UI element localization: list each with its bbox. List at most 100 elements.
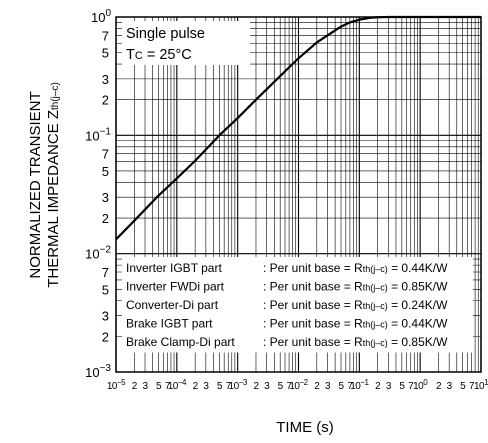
legend-unit-base-value: = 0.44K/W [388, 317, 448, 331]
legend-part-label: Inverter FWDi part [126, 280, 225, 294]
annotation-text-group: Single pulse TC = 25°C [126, 26, 205, 63]
legend-unit-base: : Per unit base = Rth(j–c) = 0.44K/W [263, 317, 448, 331]
legend-unit-base: : Per unit base = Rth(j–c) = 0.24K/W [263, 298, 448, 312]
y-tick-base: 10 [85, 365, 99, 380]
y-axis-label-line1: NORMALIZED TRANSIENT [27, 91, 44, 278]
annotation-single-pulse: Single pulse [126, 26, 205, 42]
y-tick-exponent: −2 [100, 245, 112, 256]
x-minor-tick-label: 3 [325, 381, 331, 392]
x-minor-tick-label: 3 [142, 381, 148, 392]
x-tick-base: 10 [474, 381, 485, 392]
x-tick-label: 100 [413, 378, 428, 392]
y-minor-tick-label: 2 [102, 329, 109, 344]
x-tick-base: 10 [350, 381, 361, 392]
legend-unit-base-subscript: th(j–c) [363, 264, 388, 274]
y-tick-base: 10 [85, 128, 99, 143]
x-tick-base: 10 [168, 381, 179, 392]
x-tick-label: 10−5 [107, 378, 126, 392]
x-tick-label: 10−4 [168, 378, 187, 392]
x-minor-tick-label: 2 [375, 381, 381, 392]
x-minor-tick-label: 7 [287, 381, 293, 392]
legend-unit-base-value: = 0.85K/W [388, 335, 448, 349]
x-minor-tick-label: 7 [226, 381, 232, 392]
y-axis-label-line2: THERMAL IMPEDANCE Zth(j–c) [45, 82, 62, 288]
x-tick-exponent: −3 [239, 378, 248, 387]
y-tick-label: 10−1 [85, 126, 111, 143]
legend-unit-base-value: = 0.85K/W [388, 280, 448, 294]
y-minor-tick-label: 5 [102, 164, 109, 179]
x-minor-tick-label: 2 [253, 381, 259, 392]
x-tick-label: 10−1 [350, 378, 369, 392]
y-minor-tick-label: 7 [102, 147, 109, 162]
x-minor-tick-label: 5 [217, 381, 223, 392]
y-minor-tick-label: 7 [102, 265, 109, 280]
y-tick-label: 10−3 [85, 363, 111, 380]
plot-frame [115, 16, 482, 373]
x-minor-tick-label: 7 [408, 381, 414, 392]
x-minor-tick-label: 2 [314, 381, 320, 392]
legend-unit-base-prefix: : Per unit base = R [263, 261, 363, 275]
legend-unit-base: : Per unit base = Rth(j–c) = 0.85K/W [263, 335, 448, 349]
x-tick-label: 10−3 [229, 378, 248, 392]
x-axis-label: TIME (s) [276, 419, 334, 436]
x-tick-exponent: −2 [300, 378, 309, 387]
legend-part-label: Inverter IGBT part [126, 261, 222, 275]
legend-unit-base-prefix: : Per unit base = R [263, 298, 363, 312]
x-tick-base: 10 [289, 381, 300, 392]
x-minor-tick-label: 3 [264, 381, 270, 392]
legend-unit-base-value: = 0.24K/W [388, 298, 448, 312]
legend-row: Inverter IGBT part : Per unit base = Rth(… [126, 261, 448, 275]
y-minor-tick-label: 3 [102, 72, 109, 87]
legend-unit-base-subscript: th(j–c) [363, 283, 388, 293]
legend-row: Converter-Di part : Per unit base = Rth(j… [126, 298, 448, 312]
annotation-case-temperature: TC = 25°C [126, 47, 192, 63]
x-minor-tick-label: 5 [338, 381, 344, 392]
x-tick-exponent: −4 [178, 378, 187, 387]
y-axis-label: NORMALIZED TRANSIENT THERMAL IMPEDANCE Z… [27, 82, 62, 288]
x-tick-exponent: 0 [423, 378, 428, 387]
x-minor-tick-label: 5 [460, 381, 466, 392]
legend-row: Brake Clamp-Di part : Per unit base = Rth… [126, 335, 448, 349]
legend: Inverter IGBT part: Per unit base = Rth(… [122, 257, 473, 353]
x-minor-tick-label: 3 [447, 381, 453, 392]
y-minor-tick-label: 5 [102, 282, 109, 297]
annotation-box [122, 21, 250, 65]
y-minor-tick-label: 5 [102, 46, 109, 61]
y-minor-tick-label: 2 [102, 93, 109, 108]
x-tick-exponent: −1 [360, 378, 369, 387]
legend-unit-base-subscript: th(j–c) [363, 320, 388, 330]
x-minor-tick-label: 2 [193, 381, 199, 392]
legend-part-label: Brake IGBT part [126, 317, 213, 331]
legend-part-label: Converter-Di part [126, 298, 219, 312]
y-minor-tick-label: 2 [102, 211, 109, 226]
legend-unit-base-prefix: : Per unit base = R [263, 317, 363, 331]
legend-part-label: Brake Clamp-Di part [126, 335, 235, 349]
y-tick-label: 10−2 [85, 245, 111, 262]
y-tick-base: 10 [91, 10, 105, 25]
legend-unit-base-prefix: : Per unit base = R [263, 335, 363, 349]
x-tick-base: 10 [413, 381, 424, 392]
y-axis-label-text: THERMAL IMPEDANCE [45, 123, 62, 287]
x-minor-tick-label: 7 [165, 381, 171, 392]
legend-background [122, 257, 473, 353]
annotation-tc-subscript: C [135, 50, 143, 62]
y-tick-label: 100 [91, 8, 111, 25]
legend-unit-base-value: = 0.44K/W [388, 261, 448, 275]
x-minor-tick-label: 2 [132, 381, 138, 392]
x-tick-label: 101 [474, 378, 488, 392]
y-axis-label-symbol: Z [45, 110, 62, 119]
y-tick-base: 10 [85, 247, 99, 262]
annotation-tc-symbol: T [126, 47, 135, 63]
x-tick-base: 10 [229, 381, 240, 392]
legend-unit-base: : Per unit base = Rth(j–c) = 0.85K/W [263, 280, 448, 294]
y-minor-tick-label: 7 [102, 28, 109, 43]
legend-unit-base-subscript: th(j–c) [363, 338, 388, 348]
y-tick-exponent: −3 [100, 363, 112, 374]
x-tick-label: 10−2 [289, 378, 308, 392]
legend-row: Inverter FWDi part : Per unit base = Rth(… [126, 280, 448, 294]
legend-row: Brake IGBT part : Per unit base = Rth(j–c… [126, 317, 448, 331]
x-minor-tick-label: 3 [386, 381, 392, 392]
y-tick-exponent: −1 [100, 126, 112, 137]
